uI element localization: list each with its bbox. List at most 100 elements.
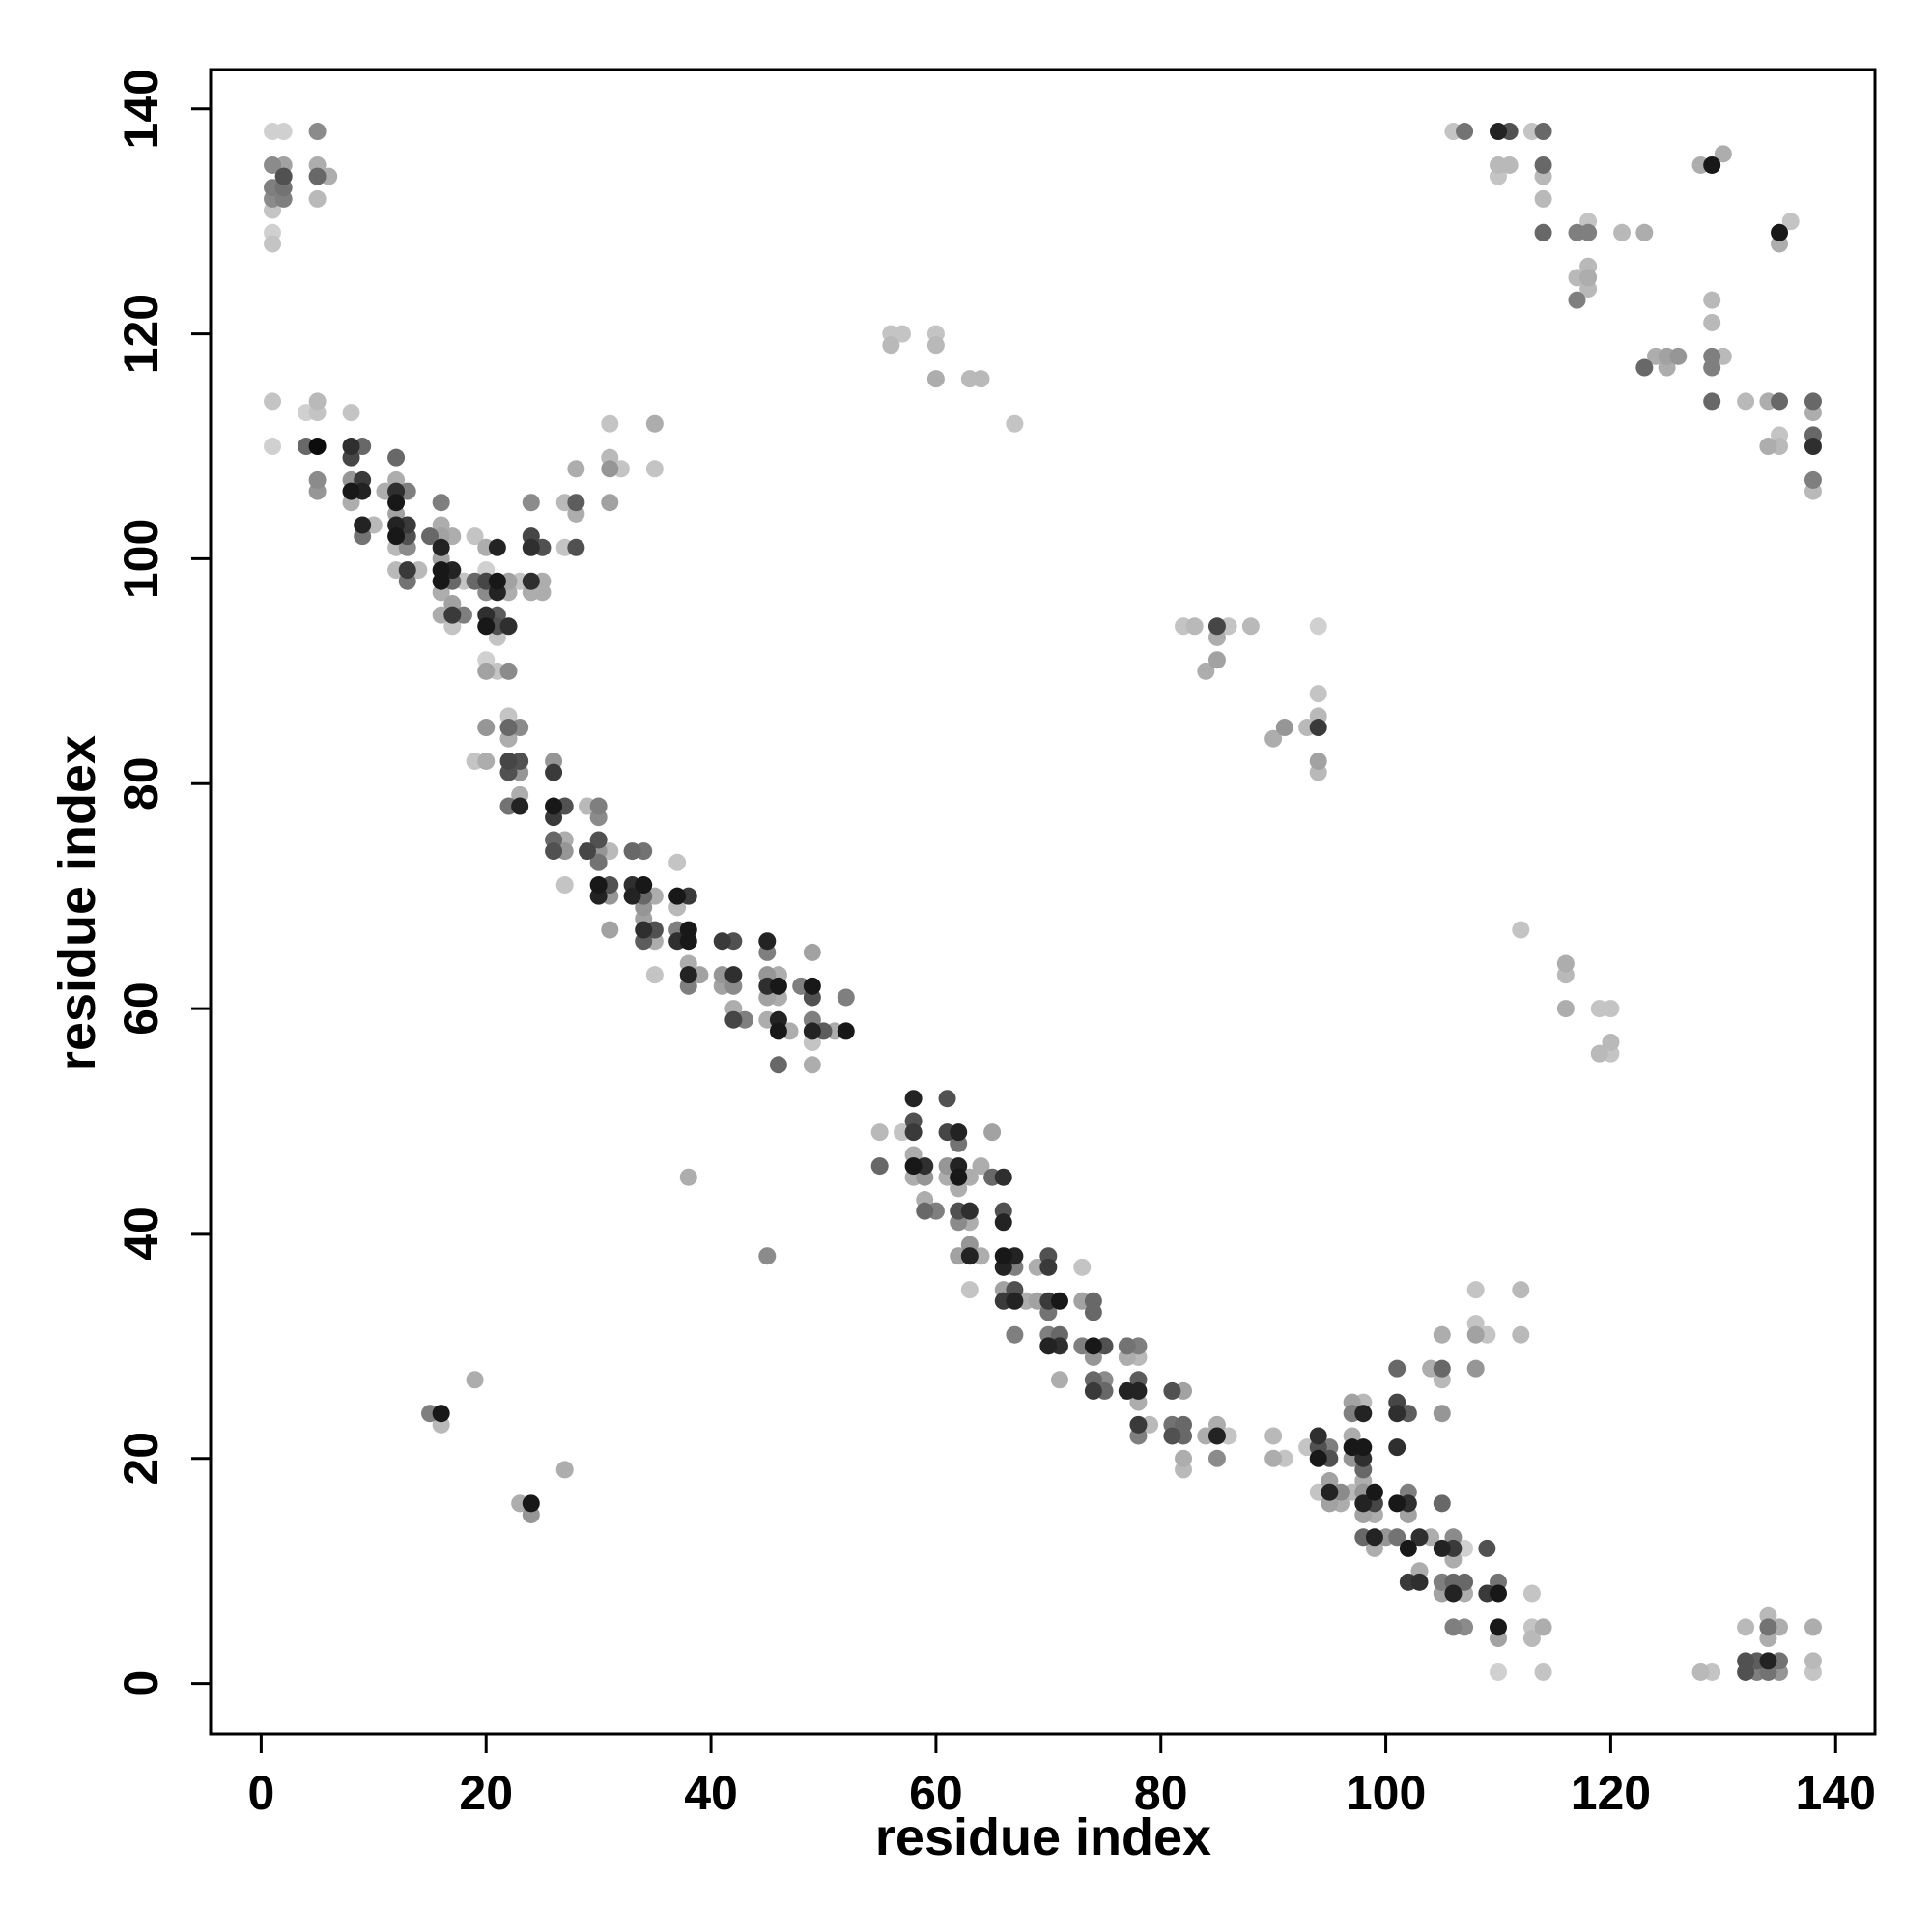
data-point [803,1056,821,1074]
x-tick-label: 80 [1134,1766,1188,1820]
data-point [1241,617,1260,636]
data-point [1006,414,1024,433]
data-point [1613,223,1632,242]
data-point [1354,1494,1373,1513]
data-point [589,876,608,895]
y-tick-label: 20 [114,1432,168,1486]
data-point [1602,1000,1620,1018]
data-point [769,1056,787,1074]
data-point [488,538,506,556]
data-point [601,494,619,512]
data-point [274,123,293,141]
data-point [1084,1337,1102,1355]
data-point [1208,1427,1226,1445]
data-point [769,977,787,995]
data-point [1354,1438,1373,1457]
data-point [803,977,821,995]
data-point [623,887,641,905]
y-tick-label: 0 [114,1670,168,1697]
data-point [477,752,496,770]
data-point [679,932,697,951]
data-point [1388,1438,1406,1457]
data-point [1264,729,1283,748]
data-point [1039,1258,1058,1276]
data-point [1804,438,1822,456]
data-point [387,448,406,467]
data-point [1129,1381,1148,1400]
data-point [1388,1528,1406,1547]
data-point [1759,438,1777,456]
data-point [1456,1573,1474,1591]
data-point [545,797,563,815]
data-point [387,494,406,512]
data-point [623,842,641,861]
data-point [1084,1381,1102,1400]
data-point [870,1157,889,1176]
data-point [522,1494,540,1513]
data-point [1804,1618,1822,1636]
x-tick-label: 140 [1796,1766,1876,1820]
data-point [1433,1405,1451,1423]
data-point [545,842,563,861]
data-point [1208,651,1226,669]
data-point [1433,1494,1451,1513]
data-point [1489,123,1507,141]
data-point [1478,1539,1496,1557]
data-point [994,1247,1012,1265]
data-point [1208,1449,1226,1467]
data-point [1444,1618,1463,1636]
data-point [1309,719,1327,737]
data-point [882,336,900,355]
data-point [1399,1539,1417,1557]
data-point [545,763,563,781]
data-point [1759,1618,1777,1636]
data-point [950,1168,968,1186]
data-point [1534,156,1552,174]
data-point [904,1090,923,1108]
data-point [1804,392,1822,411]
data-point [904,1157,923,1176]
data-point [1703,313,1721,331]
data-point [443,606,462,624]
data-point [555,1461,574,1479]
data-point [387,527,406,546]
data-point [1703,291,1721,309]
data-point [1388,1359,1406,1378]
data-point [499,617,518,636]
data-point [1275,719,1293,737]
data-point [645,414,664,433]
data-point [499,662,518,680]
data-point [308,189,327,208]
data-point [950,1123,968,1142]
data-point [308,470,327,489]
data-point [1466,1325,1485,1344]
data-point [1321,1483,1339,1501]
data-point [1388,1405,1406,1423]
data-point [1568,291,1586,309]
data-point [1006,1292,1024,1310]
data-point [308,123,327,141]
data-point [758,932,777,951]
x-tick-label: 0 [247,1766,274,1820]
data-point [1208,617,1226,636]
x-tick-label: 20 [459,1766,513,1820]
data-point [466,527,484,546]
data-point [264,438,282,456]
x-axis-title: residue index [875,1808,1211,1866]
data-point [938,1090,956,1108]
data-point [904,1123,923,1142]
data-point [432,494,450,512]
data-point [589,853,608,871]
data-point [1771,392,1789,411]
data-point [522,494,540,512]
data-point [972,370,990,388]
data-point [1309,1427,1327,1445]
data-point [679,1168,697,1186]
data-point [589,831,608,849]
data-point [1185,617,1204,636]
y-tick-label: 60 [114,981,168,1036]
data-point [1512,921,1530,939]
data-point [342,482,360,500]
data-point [1466,1281,1485,1299]
data-point [1444,1584,1463,1603]
